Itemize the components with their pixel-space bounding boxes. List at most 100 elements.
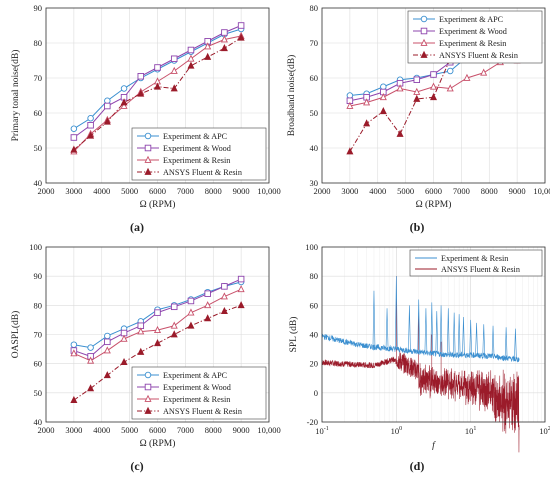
x-axis-label: Ω (RPM) — [140, 438, 176, 449]
legend-label: Experiment & Resin — [163, 395, 230, 404]
subplot-label: (b) — [410, 220, 425, 234]
y-axis-label: SPL (dB) — [288, 317, 299, 353]
data-point — [70, 349, 78, 357]
data-point — [430, 71, 437, 78]
tick-exponent: 0 — [399, 426, 402, 432]
legend-marker — [420, 50, 428, 58]
legend-box — [131, 127, 267, 181]
data-point — [346, 101, 354, 109]
x-tick-label: 8000 — [481, 186, 498, 196]
data-point — [379, 93, 387, 101]
data-point — [220, 306, 228, 315]
data-point — [237, 33, 245, 41]
x-tick-label: 3000 — [65, 425, 82, 435]
data-point — [103, 117, 111, 125]
axes-frame — [45, 246, 270, 423]
y-tick-label: 100 — [305, 242, 318, 252]
x-tick-label: 3000 — [65, 186, 82, 196]
chart-panel-1: 2000 3000 4000 5000 6000 7000 8000 9000 10,000 30… — [286, 3, 550, 210]
tick-exponent: 1 — [473, 426, 476, 432]
legend-marker — [420, 27, 428, 35]
data-point — [220, 44, 228, 52]
data-point — [170, 303, 178, 311]
data-point — [396, 129, 404, 137]
y-tick-label: 30 — [310, 178, 319, 188]
data-point — [103, 346, 111, 354]
data-point — [237, 285, 245, 293]
legend-label: ANSYS Fluent & Resin — [163, 168, 242, 177]
legend-label: ANSYS Fluent & Resin — [439, 51, 518, 60]
x-tick-label: 4000 — [93, 425, 110, 435]
data-point — [187, 46, 195, 54]
chart-panel-2: 2000 3000 4000 5000 6000 7000 8000 9000 10,000 40… — [10, 242, 281, 449]
data-point — [204, 42, 212, 50]
data-point — [137, 72, 145, 80]
data-point — [204, 314, 212, 322]
y-tick-label: 80 — [310, 3, 319, 13]
legend-marker — [144, 132, 152, 140]
legend-marker — [144, 371, 152, 379]
data-point — [220, 35, 228, 43]
data-point — [413, 76, 421, 83]
x-tick-label: 7000 — [177, 186, 194, 196]
data-point — [120, 98, 128, 106]
y-tick-label: 50 — [34, 388, 43, 398]
data-point — [103, 371, 111, 379]
data-point — [187, 308, 195, 316]
legend-label: Experiment & Wood — [163, 383, 231, 392]
y-tick-label: -20 — [307, 417, 318, 427]
x-axis-label: Ω (RPM) — [140, 199, 176, 210]
tick-base: 10 — [315, 426, 324, 436]
legend: Experiment & APC Experiment & Wood Experim… — [131, 127, 267, 181]
data-point — [204, 301, 212, 309]
data-point — [379, 107, 387, 115]
y-tick-label: 90 — [34, 3, 43, 13]
data-point — [463, 73, 471, 81]
y-tick-label: 40 — [34, 417, 43, 427]
legend: Experiment & Resin ANSYS Fluent & Resin — [409, 249, 543, 277]
legend-box — [407, 10, 543, 64]
subplot-label: (d) — [410, 459, 425, 473]
x-tick-label: 10-1 — [315, 426, 329, 436]
x-axis-label: Ω (RPM) — [416, 199, 452, 210]
x-tick-label: 2000 — [38, 425, 55, 435]
data-point — [170, 66, 178, 74]
y-tick-label: 50 — [34, 143, 43, 153]
legend-marker — [144, 394, 152, 402]
data-point — [204, 52, 212, 60]
y-tick-label: 80 — [310, 271, 319, 281]
x-tick-label: 10,000 — [257, 186, 280, 196]
y-tick-label: 60 — [34, 359, 43, 369]
legend: Experiment & APC Experiment & Wood Experim… — [131, 366, 267, 420]
y-tick-label: 80 — [34, 300, 43, 310]
x-tick-label: 7000 — [177, 425, 194, 435]
data-point — [120, 85, 128, 92]
y-tick-label: 100 — [29, 242, 42, 252]
tick-base: 10 — [465, 426, 474, 436]
data-point — [87, 114, 94, 122]
legend-box — [409, 249, 543, 277]
axes-frame — [321, 7, 546, 184]
legend-marker — [144, 155, 152, 163]
legend-label: ANSYS Fluent & Resin — [441, 265, 520, 274]
series-line — [321, 276, 520, 453]
axes-frame — [45, 7, 270, 184]
y-tick-label: 40 — [310, 330, 319, 340]
y-tick-label: 0 — [314, 388, 318, 398]
legend-box — [131, 366, 267, 420]
legend-label: Experiment & Wood — [163, 144, 231, 153]
y-tick-label: 60 — [310, 300, 319, 310]
data-point — [70, 134, 78, 141]
data-point — [120, 101, 128, 109]
legend: Experiment & APC Experiment & Wood Experim… — [407, 10, 543, 64]
data-point — [429, 93, 438, 101]
data-point — [87, 384, 95, 392]
x-tick-label: 2000 — [314, 186, 331, 196]
data-point — [237, 301, 245, 309]
data-point — [170, 321, 178, 329]
data-point — [446, 67, 454, 75]
legend-marker — [144, 144, 152, 152]
data-point — [104, 97, 111, 104]
legend-label: Experiment & Resin — [439, 39, 506, 48]
